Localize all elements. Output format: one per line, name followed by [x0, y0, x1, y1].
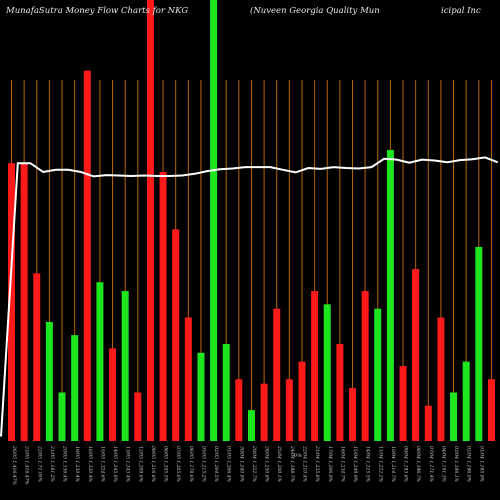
money-flow-bar	[361, 291, 369, 441]
money-flow-bar	[146, 0, 154, 441]
money-flow-bar	[450, 392, 458, 441]
money-flow-bar	[83, 70, 91, 441]
x-tick-label: 30/04 1,240.9%	[238, 446, 244, 482]
money-flow-bar	[20, 163, 28, 442]
money-flow-bar	[336, 343, 344, 441]
x-tick-label: 26/05 1,416.47%	[11, 445, 17, 485]
money-flow-bar	[311, 291, 319, 441]
x-tick-label: 25/04 1,200.1%	[276, 445, 282, 482]
x-tick-label: 05/05 1,215.2%	[200, 446, 206, 482]
x-tick-label: 02/04 1,196.0%	[466, 446, 472, 482]
money-flow-line	[0, 156, 499, 437]
money-flow-bar	[273, 308, 281, 441]
money-flow-bar	[134, 392, 142, 441]
x-tick-label: 09/04 1,193.6%	[403, 446, 409, 482]
money-flow-bar	[33, 273, 41, 441]
x-tick-label: 01/05 1,266.4%	[226, 446, 232, 482]
money-flow-bar	[159, 171, 167, 442]
money-flow-bar	[184, 317, 192, 441]
money-flow-bar	[45, 321, 53, 441]
x-tick-label: 29/04 1,222.7%	[251, 445, 257, 482]
money-flow-bar	[58, 392, 66, 441]
money-flow-bar	[197, 352, 205, 441]
x-tick-label: 09/05 1,216.8%	[150, 446, 156, 482]
x-tick-label: 04/04 1,191.3%	[440, 446, 446, 482]
x-tick-label: 14/04 1,215.5%	[365, 446, 371, 482]
x-tick-label: 02/05 1,264.5%	[213, 446, 219, 482]
x-tick-label: 15/04 1,249.9%	[352, 446, 358, 482]
x-tick-label: 16/05 1,320.4%	[87, 446, 93, 482]
money-flow-bar	[121, 291, 129, 441]
x-tick-label: 21/04 1,235.8%	[314, 445, 320, 482]
x-tick-label: 01/04 1,185.9%	[478, 446, 484, 482]
money-flow-bar	[222, 343, 230, 441]
x-tick-label: 20/05 1,156.4%	[62, 445, 68, 482]
money-flow-bar	[374, 308, 382, 441]
money-flow-bar	[424, 405, 432, 441]
money-flow-bar	[437, 317, 445, 441]
money-flow-bars	[8, 0, 495, 442]
money-flow-bar	[96, 282, 104, 441]
x-tick-label: 16/04 1,234.7%	[339, 446, 345, 482]
money-flow-bar	[399, 366, 407, 441]
x-tick-label: 21/05 1,181.2%	[49, 445, 55, 482]
x-tick-label: 15/05 1,324.6%	[99, 446, 105, 482]
x-tick-label: 07/04 1,171.4%	[428, 446, 434, 482]
x-tick-label: 14/05 1,245.8%	[112, 446, 118, 482]
x-tick-label: 28/04 1,250.8%	[264, 445, 270, 482]
trend-line	[0, 156, 499, 437]
x-tick-label: 22/05 1,71.05%	[36, 445, 42, 482]
money-flow-bar	[386, 149, 394, 441]
x-tick-label: 08/04 1,196.7%	[415, 446, 421, 482]
x-tick-label: 24/04 1,198.7%	[289, 445, 295, 482]
x-tick-label: 08/05 1,205.5%	[163, 446, 169, 482]
chart-subtitle: (Nuveen Georgia Quality Mun	[250, 6, 380, 16]
x-tick-label: 07/05 1,205.6%	[175, 446, 181, 482]
money-flow-bar	[462, 361, 470, 441]
money-flow-bar	[323, 304, 331, 441]
money-flow-bar	[298, 361, 306, 441]
money-flow-bar	[210, 0, 218, 441]
money-flow-bar	[260, 383, 268, 441]
money-flow-bar	[412, 269, 420, 441]
money-flow-bar	[285, 379, 293, 441]
money-flow-bar	[8, 163, 15, 442]
money-flow-bar	[487, 379, 495, 441]
x-axis-footnote: 0%	[294, 453, 302, 459]
chart-title: MunafaSutra Money Flow Charts for NKG	[6, 6, 189, 16]
x-tick-label: 22/04 1,210.4%	[301, 445, 307, 482]
x-tick-label: 10/04 1,214.7%	[390, 446, 396, 482]
x-tick-label: 03/04 1,186.1%	[453, 446, 459, 482]
x-tick-label: 06/05 1,178.6%	[188, 446, 194, 482]
x-tick-label: 11/04 1,222.2%	[377, 446, 383, 482]
chart-subtitle-tail: icipal Inc	[441, 6, 481, 16]
x-tick-label: 19/05 1,230.4%	[74, 446, 80, 482]
money-flow-bar	[172, 229, 180, 441]
money-flow-bar	[109, 348, 117, 441]
money-flow-bar	[475, 246, 483, 441]
x-tick-label: 17/04 1,206.9%	[327, 446, 333, 482]
money-flow-bar	[71, 335, 79, 441]
x-tick-label: 12/05 1,209.6%	[137, 446, 143, 482]
money-flow-bar	[247, 410, 255, 441]
x-axis-tick-labels: 26/05 1,416.47% 23/05 1,416.47% 22/05 1,71…	[11, 445, 484, 485]
money-flow-bar	[235, 379, 243, 441]
money-flow-bar	[349, 388, 357, 441]
x-tick-label: 23/05 1,416.47%	[24, 445, 30, 485]
x-tick-label: 13/05 1,243.4%	[125, 446, 131, 482]
